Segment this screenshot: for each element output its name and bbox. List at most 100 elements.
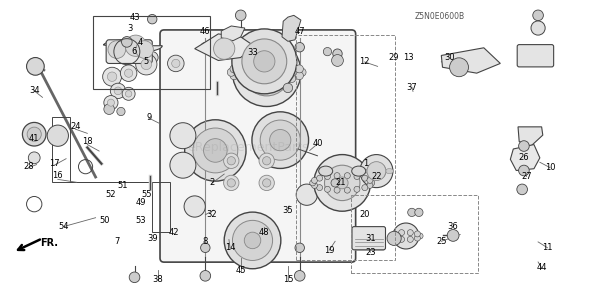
Circle shape <box>336 177 348 189</box>
Text: 29: 29 <box>389 53 399 62</box>
Bar <box>93 16 210 89</box>
Circle shape <box>447 230 459 241</box>
Circle shape <box>117 107 125 116</box>
Text: 16: 16 <box>53 171 63 180</box>
Text: 52: 52 <box>106 190 116 199</box>
Circle shape <box>519 141 529 151</box>
Circle shape <box>243 47 276 80</box>
Circle shape <box>136 41 153 58</box>
Text: 50: 50 <box>100 216 110 225</box>
Circle shape <box>519 165 529 176</box>
Text: 17: 17 <box>49 159 60 168</box>
Text: 48: 48 <box>259 228 270 237</box>
Circle shape <box>232 38 301 106</box>
Ellipse shape <box>359 169 368 173</box>
Circle shape <box>110 83 126 99</box>
Circle shape <box>333 49 342 58</box>
Circle shape <box>201 42 210 52</box>
Circle shape <box>172 59 180 68</box>
Circle shape <box>334 187 340 193</box>
Circle shape <box>517 184 527 195</box>
Polygon shape <box>103 40 162 53</box>
Circle shape <box>148 14 157 24</box>
Circle shape <box>283 83 293 93</box>
Text: 4: 4 <box>138 38 143 47</box>
Polygon shape <box>510 145 540 171</box>
Ellipse shape <box>367 165 373 172</box>
Text: 39: 39 <box>147 234 158 243</box>
Circle shape <box>398 230 405 236</box>
Circle shape <box>367 177 373 183</box>
Circle shape <box>324 186 330 192</box>
Circle shape <box>314 155 371 211</box>
Circle shape <box>317 185 323 191</box>
Circle shape <box>345 187 350 193</box>
Text: 18: 18 <box>82 137 93 145</box>
Circle shape <box>415 208 423 217</box>
Ellipse shape <box>352 166 366 176</box>
Polygon shape <box>282 15 301 41</box>
Polygon shape <box>518 127 543 146</box>
Text: 41: 41 <box>29 134 40 142</box>
Text: 12: 12 <box>359 58 370 66</box>
Circle shape <box>193 128 238 173</box>
Text: 5: 5 <box>144 58 149 66</box>
Text: 51: 51 <box>117 181 128 190</box>
FancyBboxPatch shape <box>160 30 356 262</box>
Text: 20: 20 <box>359 210 370 219</box>
FancyBboxPatch shape <box>517 45 553 67</box>
Circle shape <box>294 271 305 281</box>
Circle shape <box>331 179 339 187</box>
Text: 27: 27 <box>521 172 532 181</box>
Text: 10: 10 <box>545 163 555 172</box>
Circle shape <box>168 55 184 72</box>
Circle shape <box>107 72 117 81</box>
Text: 15: 15 <box>283 275 293 284</box>
Text: 55: 55 <box>141 190 152 199</box>
Circle shape <box>104 96 118 110</box>
Circle shape <box>227 68 235 76</box>
Circle shape <box>407 230 414 236</box>
Circle shape <box>276 76 284 84</box>
Text: 54: 54 <box>58 222 69 231</box>
Text: 26: 26 <box>519 153 529 162</box>
Ellipse shape <box>385 169 394 173</box>
Circle shape <box>201 243 210 253</box>
Text: eReplacementParts: eReplacementParts <box>187 141 309 154</box>
Circle shape <box>227 157 235 165</box>
Text: 43: 43 <box>129 13 140 22</box>
Circle shape <box>312 182 317 189</box>
Circle shape <box>242 39 287 84</box>
Circle shape <box>332 55 343 66</box>
Text: 33: 33 <box>247 48 258 57</box>
Circle shape <box>122 87 135 100</box>
Circle shape <box>232 29 297 94</box>
Circle shape <box>114 87 122 95</box>
Circle shape <box>263 77 271 85</box>
Circle shape <box>323 47 332 56</box>
Text: 36: 36 <box>448 222 458 231</box>
Circle shape <box>263 179 271 187</box>
Circle shape <box>393 223 419 249</box>
Circle shape <box>450 58 468 77</box>
Circle shape <box>288 62 296 70</box>
Circle shape <box>27 127 41 141</box>
Circle shape <box>389 233 395 239</box>
Text: 28: 28 <box>23 162 34 171</box>
Circle shape <box>295 42 304 52</box>
Ellipse shape <box>380 170 386 178</box>
Circle shape <box>108 41 126 58</box>
Circle shape <box>170 123 196 149</box>
Text: 1: 1 <box>363 159 368 168</box>
Circle shape <box>104 104 114 114</box>
FancyBboxPatch shape <box>352 227 385 250</box>
Text: 21: 21 <box>336 178 346 187</box>
Circle shape <box>214 38 235 59</box>
Text: 47: 47 <box>294 27 305 36</box>
Text: 19: 19 <box>324 246 335 255</box>
Text: FR.: FR. <box>40 238 58 248</box>
Text: Z5N0E0600B: Z5N0E0600B <box>415 12 464 21</box>
Text: 13: 13 <box>403 53 414 62</box>
Circle shape <box>324 173 330 180</box>
Circle shape <box>259 175 274 191</box>
